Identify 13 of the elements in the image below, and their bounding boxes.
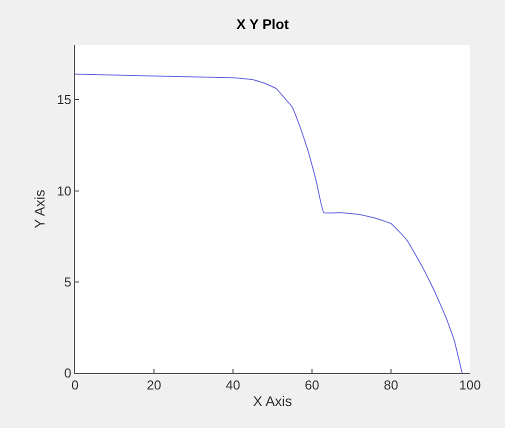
- chart-title: X Y Plot: [236, 16, 290, 32]
- x-tick-label: 80: [384, 378, 398, 393]
- y-axis-title: Y Axis: [32, 190, 48, 228]
- y-tick-label: 0: [64, 366, 72, 381]
- x-tick-label: 20: [146, 378, 162, 393]
- x-axis-title: X Axis: [253, 392, 292, 409]
- line-series: [75, 74, 463, 373]
- x-tick-label: 60: [304, 378, 320, 393]
- x-tick-label: 100: [459, 378, 481, 393]
- y-tick-label: 5: [64, 274, 72, 290]
- y-tick-label: 15: [56, 92, 72, 108]
- x-tick-label: 40: [226, 378, 240, 393]
- y-tick-label: 10: [56, 183, 72, 198]
